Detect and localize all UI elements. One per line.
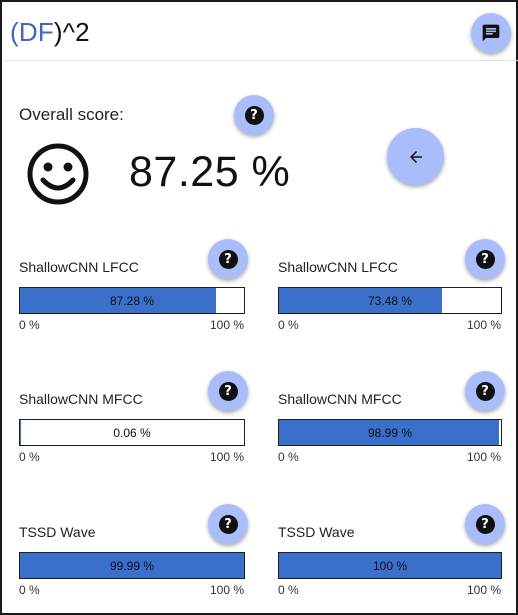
metric-card: TSSD Wave ? 100 % 0 % 100 % (278, 504, 505, 604)
score-bar-value: 73.48 % (367, 293, 413, 308)
range-min-label: 0 % (278, 450, 299, 464)
metric-label: TSSD Wave (278, 524, 355, 540)
metric-label: ShallowCNN LFCC (19, 259, 139, 275)
overall-score-label: Overall score: (19, 105, 124, 124)
title-open-paren: ( (10, 17, 19, 47)
metric-card: TSSD Wave ? 99.99 % 0 % 100 % (19, 504, 248, 604)
score-bar: 0.06 % (19, 419, 245, 446)
score-bar-fill (279, 288, 443, 313)
score-bar: 73.48 % (278, 287, 502, 314)
range-min-label: 0 % (19, 318, 40, 332)
range-max-label: 100 % (209, 583, 244, 597)
help-icon: ? (218, 514, 238, 534)
help-icon: ? (244, 105, 264, 125)
metric-card: ShallowCNN MFCC ? 0.06 % 0 % 100 % (19, 371, 248, 471)
help-icon: ? (475, 381, 495, 401)
score-bar-value: 98.99 % (367, 425, 413, 440)
score-bar-fill (279, 553, 501, 578)
score-bar-fill (20, 553, 244, 578)
metric-help-button[interactable]: ? (465, 239, 505, 279)
metric-label: ShallowCNN MFCC (19, 391, 143, 407)
range-max-label: 100 % (466, 318, 501, 332)
range-min-label: 0 % (19, 450, 40, 464)
range-max-label: 100 % (466, 583, 501, 597)
score-bar: 98.99 % (278, 419, 502, 446)
metric-card: ShallowCNN LFCC ? 87.28 % 0 % 100 % (19, 239, 248, 339)
metric-help-button[interactable]: ? (208, 239, 248, 279)
smiley-face-icon (27, 143, 89, 205)
app-title: (DF)^2 (10, 17, 90, 48)
metric-help-button[interactable]: ? (208, 504, 248, 544)
range-max-label: 100 % (466, 450, 501, 464)
help-icon: ? (218, 249, 238, 269)
score-bar: 100 % (278, 552, 502, 579)
metric-help-button[interactable]: ? (465, 504, 505, 544)
range-max-label: 100 % (209, 450, 244, 464)
title-df: DF (18, 17, 54, 47)
score-bar-value: 87.28 % (109, 293, 155, 308)
score-bar-fill (20, 288, 216, 313)
range-max-label: 100 % (209, 318, 244, 332)
metric-help-button[interactable]: ? (465, 371, 505, 411)
overall-score-value: 87.25 % (129, 148, 291, 196)
back-button[interactable] (387, 128, 444, 185)
metric-card: ShallowCNN LFCC ? 73.48 % 0 % 100 % (278, 239, 505, 339)
metric-label: ShallowCNN MFCC (278, 391, 402, 407)
score-bar-value: 100 % (372, 558, 408, 573)
range-min-label: 0 % (19, 583, 40, 597)
score-bar: 99.99 % (19, 552, 245, 579)
overall-help-button[interactable]: ? (234, 95, 274, 135)
score-bar-fill (279, 420, 499, 445)
range-min-label: 0 % (278, 318, 299, 332)
metric-help-button[interactable]: ? (208, 371, 248, 411)
help-icon: ? (218, 381, 238, 401)
score-bar: 87.28 % (19, 287, 245, 314)
metric-label: ShallowCNN LFCC (278, 259, 398, 275)
score-bar-value: 99.99 % (109, 558, 155, 573)
metric-card: ShallowCNN MFCC ? 98.99 % 0 % 100 % (278, 371, 505, 471)
help-icon: ? (475, 249, 495, 269)
app-header: (DF)^2 (4, 4, 518, 61)
chat-button[interactable] (471, 13, 511, 53)
arrow-left-icon (409, 150, 422, 163)
metric-label: TSSD Wave (19, 524, 96, 540)
title-suffix: )^2 (53, 17, 90, 47)
chat-icon (482, 24, 500, 42)
score-bar-value: 0.06 % (113, 425, 151, 440)
range-min-label: 0 % (278, 583, 299, 597)
help-icon: ? (475, 514, 495, 534)
